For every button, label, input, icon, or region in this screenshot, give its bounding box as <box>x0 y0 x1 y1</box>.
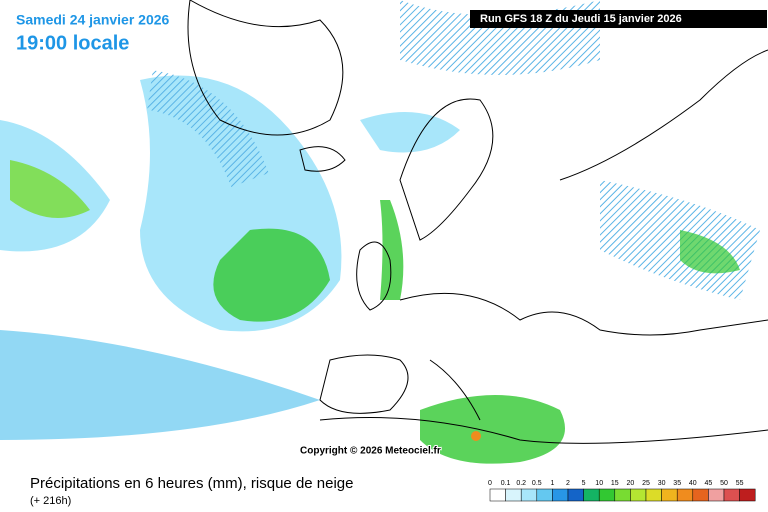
legend: 0 0.1 0.2 0.5 1 2 5 10 15 20 25 30 35 40 45 50 55 <box>488 480 756 502</box>
legend-label: 25 <box>642 480 650 487</box>
legend-label: 0.5 <box>532 480 542 487</box>
footer-title: Précipitations en 6 heures (mm), risque … <box>30 475 354 492</box>
legend-label: 35 <box>673 480 681 487</box>
legend-label: 5 <box>582 480 586 487</box>
legend-swatch <box>661 488 678 502</box>
legend-label: 45 <box>705 480 713 487</box>
legend-label: 50 <box>720 480 728 487</box>
legend-label: 30 <box>658 480 666 487</box>
legend-swatch <box>489 488 506 502</box>
legend-label: 0 <box>488 480 492 487</box>
legend-swatch <box>692 488 709 502</box>
footer-lead: (+ 216h) <box>30 495 71 507</box>
legend-swatch <box>505 488 522 502</box>
time-label: 19:00 locale <box>16 32 129 54</box>
legend-swatch <box>630 488 647 502</box>
legend-label: 20 <box>627 480 635 487</box>
legend-label: 1 <box>550 480 554 487</box>
legend-swatch <box>583 488 600 502</box>
legend-label: 55 <box>736 480 744 487</box>
run-label: Run GFS 18 Z du Jeudi 15 janvier 2026 <box>480 13 682 25</box>
legend-label: 2 <box>566 480 570 487</box>
copyright: Copyright © 2026 Meteociel.fr <box>300 446 441 457</box>
legend-label: 10 <box>595 480 603 487</box>
legend-swatch <box>536 488 553 502</box>
legend-swatch <box>598 488 616 502</box>
legend-swatch <box>739 488 756 502</box>
legend-swatch <box>708 488 725 502</box>
legend-swatch <box>676 488 694 502</box>
legend-label: 0.2 <box>516 480 526 487</box>
precipitation <box>0 0 760 464</box>
coastlines <box>187 0 768 444</box>
legend-swatch <box>520 488 538 502</box>
legend-swatch <box>723 488 740 502</box>
legend-swatch <box>645 488 662 502</box>
legend-label: 15 <box>611 480 619 487</box>
legend-swatch <box>552 488 569 502</box>
legend-label: 40 <box>689 480 697 487</box>
run-box <box>470 10 767 28</box>
date-label: Samedi 24 janvier 2026 <box>16 12 170 28</box>
legend-label: 0.1 <box>501 480 511 487</box>
legend-swatch <box>567 488 584 502</box>
legend-swatch <box>614 488 631 502</box>
